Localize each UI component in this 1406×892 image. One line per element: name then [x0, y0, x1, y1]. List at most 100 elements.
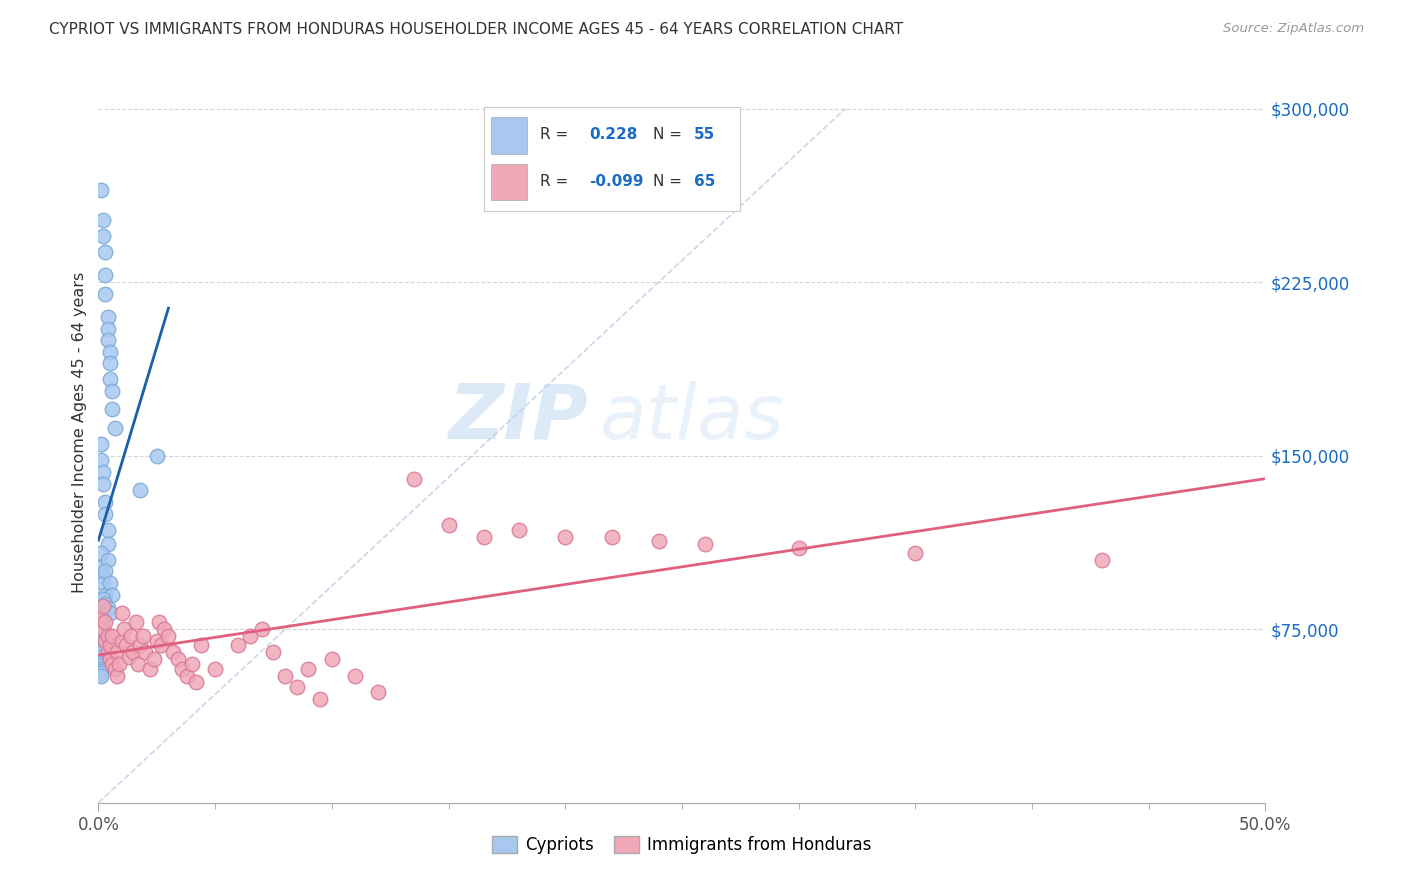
Point: [90, 664, 112, 678]
Point: [122, 645, 145, 659]
Point: [98, 356, 121, 370]
Point: [98, 639, 121, 653]
Point: [180, 657, 202, 671]
Point: [97, 629, 120, 643]
Point: [91, 465, 114, 479]
Point: [125, 615, 148, 630]
Point: [90, 666, 112, 681]
Point: [152, 622, 174, 636]
Point: [90, 636, 112, 650]
Point: [90, 559, 112, 574]
Y-axis label: Householder Income Ages 45 - 64 years: Householder Income Ages 45 - 64 years: [72, 272, 87, 593]
Point: [508, 523, 530, 537]
Legend: Cypriots, Immigrants from Honduras: Cypriots, Immigrants from Honduras: [485, 830, 879, 861]
Point: [228, 639, 250, 653]
Point: [101, 657, 124, 671]
Point: [262, 645, 284, 659]
Point: [108, 657, 131, 671]
Point: [91, 212, 114, 227]
Point: [97, 310, 120, 324]
Point: [437, 518, 460, 533]
Point: [97, 536, 120, 550]
Point: [120, 629, 142, 643]
Point: [143, 652, 166, 666]
Point: [600, 530, 623, 544]
Point: [105, 645, 128, 659]
Point: [90, 599, 112, 614]
Point: [367, 685, 389, 699]
Point: [94, 615, 117, 630]
Point: [90, 640, 112, 655]
Point: [105, 668, 128, 682]
Point: [97, 601, 120, 615]
Point: [91, 476, 114, 491]
Point: [309, 691, 332, 706]
Point: [97, 523, 120, 537]
Point: [98, 606, 121, 620]
Point: [94, 597, 117, 611]
Point: [90, 546, 112, 560]
Point: [111, 606, 134, 620]
Text: atlas: atlas: [600, 381, 785, 455]
Point: [239, 629, 262, 643]
Point: [297, 662, 319, 676]
Point: [90, 655, 112, 669]
Point: [90, 659, 112, 673]
Point: [190, 639, 212, 653]
Point: [204, 662, 226, 676]
Point: [94, 286, 117, 301]
Text: CYPRIOT VS IMMIGRANTS FROM HONDURAS HOUSEHOLDER INCOME AGES 45 - 64 YEARS CORREL: CYPRIOT VS IMMIGRANTS FROM HONDURAS HOUS…: [49, 22, 903, 37]
Point: [90, 453, 112, 467]
Point: [554, 530, 576, 544]
Point: [285, 680, 308, 694]
Point: [101, 384, 124, 398]
Point: [118, 650, 141, 665]
Point: [90, 668, 112, 682]
Point: [112, 622, 135, 636]
Point: [148, 615, 170, 630]
Point: [146, 633, 169, 648]
Point: [176, 668, 198, 682]
Point: [695, 536, 717, 550]
Point: [101, 588, 124, 602]
Point: [94, 588, 117, 602]
Point: [274, 668, 297, 682]
Point: [101, 402, 124, 417]
Point: [91, 229, 114, 244]
Point: [90, 662, 112, 676]
Point: [94, 633, 117, 648]
Point: [97, 553, 120, 567]
Point: [186, 675, 208, 690]
Point: [472, 530, 495, 544]
Point: [90, 657, 112, 671]
Point: [250, 622, 273, 636]
Point: [904, 546, 927, 560]
Point: [90, 622, 112, 636]
Point: [91, 599, 114, 614]
Point: [98, 576, 121, 591]
Point: [344, 668, 367, 682]
Point: [321, 652, 343, 666]
Point: [402, 472, 425, 486]
Point: [94, 268, 117, 283]
Point: [127, 657, 149, 671]
Point: [111, 633, 134, 648]
Point: [90, 632, 112, 646]
Point: [98, 344, 121, 359]
Point: [91, 610, 114, 624]
Point: [90, 437, 112, 451]
Point: [97, 321, 120, 335]
Point: [129, 639, 152, 653]
Point: [1091, 553, 1114, 567]
Point: [90, 650, 112, 665]
Point: [94, 565, 117, 579]
Point: [97, 333, 120, 347]
Text: Source: ZipAtlas.com: Source: ZipAtlas.com: [1223, 22, 1364, 36]
Point: [90, 627, 112, 641]
Point: [134, 645, 156, 659]
Point: [94, 495, 117, 509]
Point: [91, 576, 114, 591]
Point: [647, 534, 669, 549]
Point: [139, 662, 162, 676]
Point: [91, 622, 114, 636]
